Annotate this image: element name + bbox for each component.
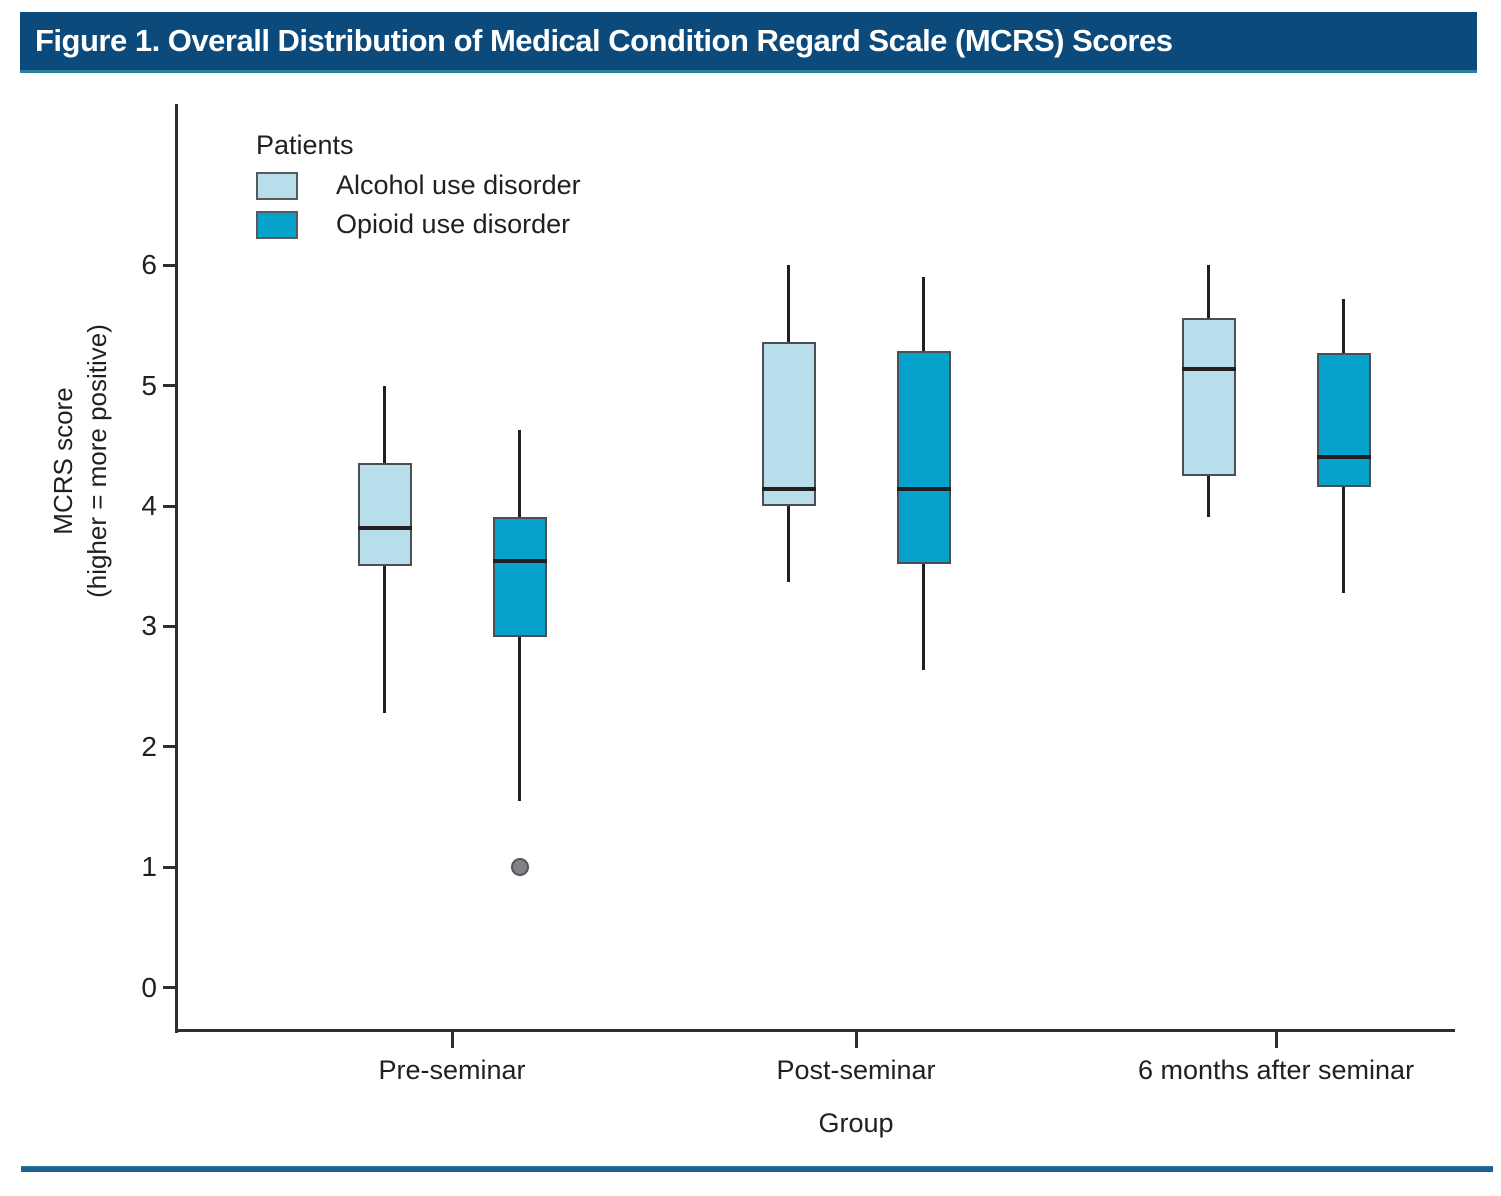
y-tick-mark-4	[163, 504, 176, 508]
x-tick-label-post-seminar: Post-seminar	[776, 1055, 936, 1085]
legend-label-opioid: Opioid use disorder	[336, 209, 571, 239]
x-axis-title: Group	[818, 1108, 894, 1138]
bottom-divider-line	[21, 1166, 1493, 1172]
x-tick-mark-pre-seminar	[450, 1030, 454, 1048]
x-tick-mark-6-months-after-seminar	[1274, 1030, 1278, 1048]
median-alcohol-pre-seminar	[357, 525, 412, 530]
opioid-swatch	[256, 210, 298, 239]
box-alcohol-pre-seminar	[357, 462, 412, 567]
median-opioid-post-seminar	[896, 487, 951, 492]
median-opioid-pre-seminar	[492, 559, 547, 564]
x-tick-mark-post-seminar	[854, 1030, 858, 1048]
y-tick-label-5: 5	[141, 369, 157, 401]
x-tick-label-6-months-after-seminar: 6 months after seminar	[1137, 1055, 1415, 1085]
y-tick-mark-2	[163, 745, 176, 749]
box-opioid-pre-seminar	[492, 516, 547, 638]
y-tick-mark-6	[163, 263, 176, 267]
figure-title-bar: Figure 1. Overall Distribution of Medica…	[20, 12, 1477, 73]
figure-title: Figure 1. Overall Distribution of Medica…	[35, 23, 1173, 58]
legend-title: Patients	[256, 130, 354, 160]
x-axis-line	[175, 1029, 1455, 1032]
legend-item-alcohol: Alcohol use disorder	[256, 170, 581, 200]
y-axis-line	[175, 104, 178, 1033]
median-opioid-6-months-after-seminar	[1316, 454, 1371, 459]
y-axis-title-line1: MCRS score	[48, 387, 78, 535]
box-alcohol-6-months-after-seminar	[1181, 318, 1236, 477]
y-tick-label-3: 3	[141, 610, 157, 642]
y-tick-label-4: 4	[141, 490, 157, 522]
legend-label-alcohol: Alcohol use disorder	[336, 170, 581, 200]
y-tick-mark-3	[163, 624, 176, 628]
box-opioid-post-seminar	[896, 350, 951, 564]
outlier-opioid-pre-seminar-0	[510, 858, 529, 877]
legend: Patients Alcohol use disorder Opioid use…	[256, 130, 581, 249]
x-tick-label-pre-seminar: Pre-seminar	[378, 1055, 526, 1085]
y-tick-mark-5	[163, 384, 176, 388]
box-opioid-6-months-after-seminar	[1316, 353, 1371, 487]
alcohol-swatch	[256, 171, 298, 200]
median-alcohol-post-seminar	[761, 487, 816, 492]
y-tick-mark-1	[163, 865, 176, 869]
box-alcohol-post-seminar	[761, 342, 816, 507]
legend-item-opioid: Opioid use disorder	[256, 209, 581, 239]
y-tick-label-0: 0	[141, 971, 157, 1003]
y-tick-label-1: 1	[141, 851, 157, 883]
median-alcohol-6-months-after-seminar	[1181, 366, 1236, 371]
y-tick-mark-0	[163, 986, 176, 989]
y-tick-label-2: 2	[141, 730, 157, 762]
y-tick-label-6: 6	[141, 249, 157, 281]
